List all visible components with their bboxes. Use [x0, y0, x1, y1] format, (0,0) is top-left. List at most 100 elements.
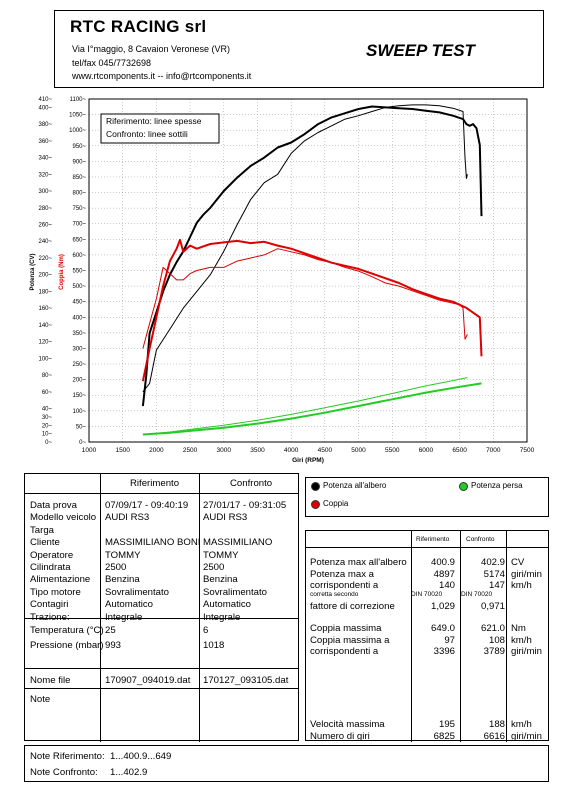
note-cmp-label: Note Confronto:: [30, 767, 98, 778]
power-tick-label: 40~: [42, 407, 53, 413]
factor-cmp: 0,971: [480, 601, 505, 612]
result-torque-cmp: 621.0: [480, 623, 505, 634]
chart-grid: [88, 98, 528, 443]
info-row-label: Tipo motore: [30, 586, 81, 598]
x-tick-label: 7000: [486, 447, 501, 454]
info-row-ref: TOMMY: [105, 549, 141, 561]
info-row-cmp: MASSIMILIANO: [203, 537, 273, 549]
info-row-label: Cilindrata: [30, 562, 71, 573]
notes-box: [24, 745, 549, 782]
x-tick-label: 3500: [250, 447, 265, 454]
power-tick-label: 10~: [42, 432, 53, 438]
info-row-label: Contagiri: [30, 599, 69, 611]
torque-tick-label: 950~: [72, 144, 86, 150]
env-row-label: Pressione (mbar): [30, 640, 104, 651]
power-tick-label: 80~: [42, 373, 53, 379]
torque-tick-label: 1000~: [69, 128, 86, 134]
sweep-chart: 1000 1500 2000 2500 3000 3500 4000 4500 5000 5500…: [30, 97, 535, 464]
result-torque-cmp: 3789: [483, 646, 505, 657]
info-row-cmp: 2500: [203, 562, 225, 573]
col-separator: [460, 531, 461, 742]
result-speed-cmp: 6616: [483, 730, 505, 742]
power-tick-label: 240~: [38, 239, 52, 245]
company-name: RTC RACING srl: [70, 17, 207, 36]
x-tick-label: 2000: [149, 447, 164, 454]
power-tick-label: 140~: [38, 323, 52, 329]
torque-tick-label: 350~: [72, 331, 86, 337]
col-separator: [199, 474, 200, 742]
result-power-ref: 140: [438, 580, 455, 591]
legend-dot-torque: [311, 500, 320, 509]
torque-tick-label: 300~: [72, 346, 86, 352]
legend-label-lost-power: Potenza persa: [471, 481, 523, 490]
potenza-all-albero-confronto-line: [142, 104, 468, 393]
file-ref: 170907_094019.dat: [105, 675, 191, 686]
divider: [306, 547, 548, 548]
divider: [25, 668, 298, 669]
power-tick-label: 260~: [38, 222, 52, 228]
corr-ref: DIN 70020: [411, 591, 443, 598]
info-row-label: Modello veicolo: [30, 512, 97, 524]
x-axis-label: Giri (RPM): [292, 457, 324, 464]
info-row-cmp: TOMMY: [203, 549, 239, 561]
torque-tick-label: 250~: [72, 362, 86, 368]
result-torque-ref: 3396: [433, 646, 455, 657]
result-torque-ref: 649.0: [430, 623, 455, 634]
result-torque-cmp: 108: [488, 634, 505, 646]
note-ref-value: 1...400.9...649: [110, 751, 172, 762]
info-row-cmp: 27/01/17 - 09:31:05: [203, 500, 287, 511]
result-power-unit: CV: [511, 557, 525, 568]
result-header-cmp: Confronto: [466, 536, 495, 543]
info-row-cmp: Sovralimentato: [203, 586, 267, 598]
torque-tick-label: 150~: [72, 393, 86, 399]
power-tick-label: 20~: [42, 423, 53, 429]
torque-tick-label: 650~: [72, 237, 86, 243]
chart-series: [141, 104, 483, 436]
result-power-unit: giri/min: [511, 568, 542, 580]
plot-frame: [88, 98, 528, 443]
chart-axes: 1000 1500 2000 2500 3000 3500 4000 4500 5000 5500…: [30, 97, 535, 464]
result-power-label: Potenza max all'albero: [310, 557, 407, 568]
potenza-persa-confronto-line: [142, 377, 468, 435]
result-torque-label: Coppia massima: [310, 623, 382, 634]
info-row-ref: Sovralimentato: [105, 586, 169, 598]
result-power-ref: 4897: [433, 568, 455, 580]
result-torque-ref: 97: [444, 634, 455, 646]
power-axis-label: Potenza (CV): [30, 253, 36, 290]
potenza-persa-riferimento-line: [142, 382, 482, 436]
x-tick-label: 4000: [284, 447, 299, 454]
company-web: www.rtcomponents.it -- info@rtcomponents…: [72, 71, 252, 81]
info-row-label: Data prova: [30, 500, 77, 511]
info-row-label: Targa: [30, 524, 54, 536]
torque-tick-label: 550~: [72, 269, 86, 275]
result-power-cmp: 147: [488, 580, 505, 591]
results-table: Riferimento Confronto: [305, 530, 549, 742]
divider: [25, 688, 298, 689]
torque-tick-label: 200~: [72, 378, 86, 384]
legend-label-torque: Coppia: [323, 499, 349, 508]
env-row-cmp: 1018: [203, 640, 225, 651]
power-tick-label: 300~: [38, 189, 52, 195]
power-tick-label: 320~: [38, 172, 52, 178]
note-ref-label: Note Riferimento:: [30, 751, 105, 762]
power-tick-label: 200~: [38, 273, 52, 279]
power-tick-label: 160~: [38, 306, 52, 312]
file-cmp: 170127_093105.dat: [203, 675, 289, 686]
power-tick-label: 280~: [38, 206, 52, 212]
x-tick-label: 6500: [452, 447, 467, 454]
corr-cmp: DIN 70020: [461, 591, 493, 598]
x-tick-label: 1000: [82, 447, 97, 454]
legend-dot-lost-power: [459, 482, 468, 491]
torque-axis-label: Coppia (Nm): [59, 254, 65, 290]
torque-tick-label: 600~: [72, 253, 86, 259]
torque-tick-label: 400~: [72, 315, 86, 321]
result-power-unit: km/h: [511, 580, 532, 591]
result-torque-unit: giri/min: [511, 646, 542, 657]
torque-tick-label: 1050~: [69, 113, 86, 119]
x-tick-label: 3000: [217, 447, 232, 454]
result-power-cmp: 5174: [483, 568, 505, 580]
annotation-box: [100, 113, 220, 144]
note-label: Note: [30, 694, 51, 705]
result-speed-label: Numero di giri: [310, 730, 370, 742]
result-speed-label: Velocità massima: [310, 719, 385, 730]
